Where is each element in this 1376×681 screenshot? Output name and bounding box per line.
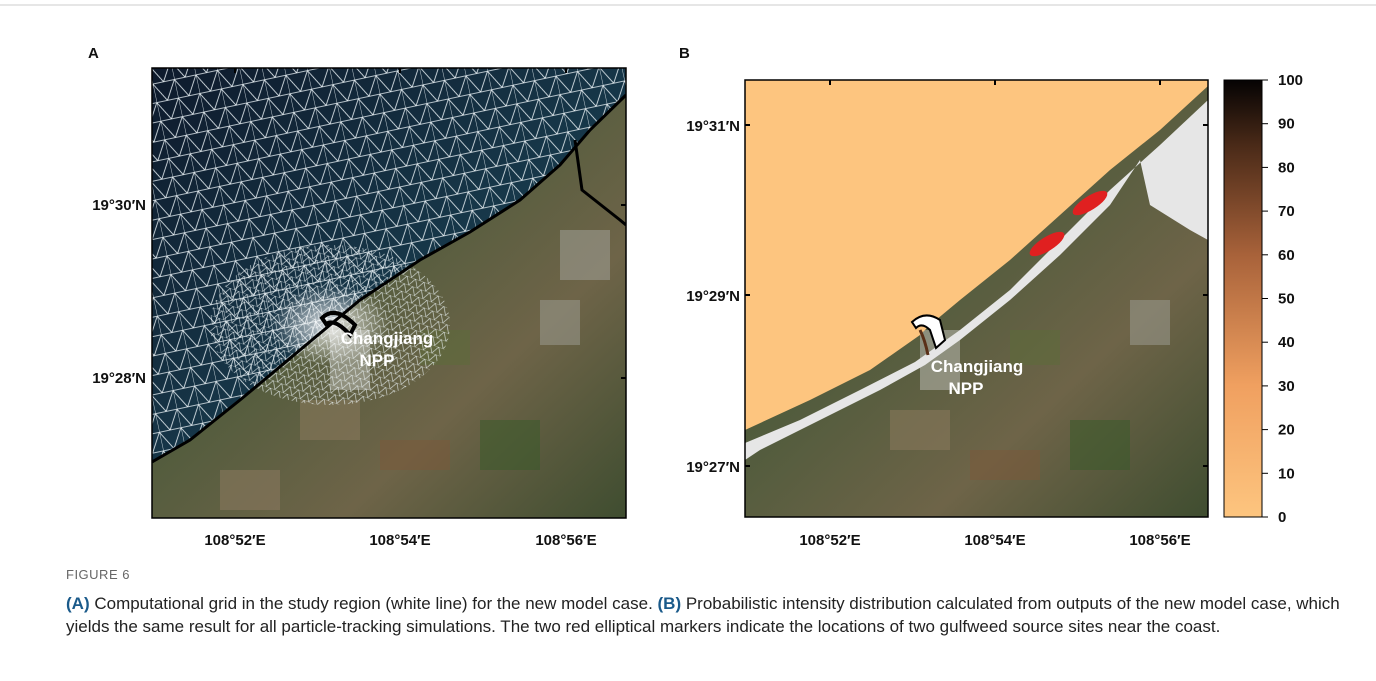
- site-label: NPP: [949, 379, 984, 398]
- panel-label: A: [88, 45, 99, 62]
- colorbar-ticks: 0 10 20 30 40 50 60 70 80 90 100: [1262, 72, 1303, 526]
- lon-label: 108°56′E: [1129, 532, 1190, 549]
- caption: FIGURE 6 (A) Computational grid in the s…: [66, 563, 1356, 638]
- lat-label: 19°31′N: [686, 118, 740, 135]
- colorbar-tick-label: 80: [1278, 159, 1295, 176]
- lon-label: 108°56′E: [535, 532, 596, 549]
- map-a: [152, 68, 626, 518]
- colorbar-tick-label: 20: [1278, 422, 1295, 439]
- colorbar: [1224, 80, 1262, 517]
- colorbar-tick-label: 50: [1278, 291, 1295, 308]
- figure: A Changjiang NPP 19°30′N 19°28′N 108°52′…: [0, 0, 1376, 560]
- site-label: Changjiang: [341, 329, 434, 348]
- figure-label: FIGURE 6: [66, 563, 1356, 586]
- colorbar-tick-label: 40: [1278, 334, 1295, 351]
- lon-label: 108°54′E: [964, 532, 1025, 549]
- colorbar-tick-label: 10: [1278, 465, 1295, 482]
- site-label: Changjiang: [931, 357, 1024, 376]
- colorbar-tick-label: 90: [1278, 116, 1295, 133]
- colorbar-tick-label: 100: [1278, 72, 1303, 89]
- lat-label: 19°27′N: [686, 459, 740, 476]
- panel-label: B: [679, 45, 690, 62]
- lat-label: 19°29′N: [686, 288, 740, 305]
- lon-label: 108°52′E: [799, 532, 860, 549]
- colorbar-tick-label: 0: [1278, 509, 1286, 526]
- caption-tag: (B): [658, 594, 682, 613]
- lat-label: 19°28′N: [92, 370, 146, 387]
- caption-tag: (A): [66, 594, 90, 613]
- colorbar-tick-label: 30: [1278, 378, 1295, 395]
- colorbar-tick-label: 60: [1278, 247, 1295, 264]
- map-b: [745, 80, 1208, 517]
- colorbar-tick-label: 70: [1278, 203, 1295, 220]
- lon-label: 108°54′E: [369, 532, 430, 549]
- lat-label: 19°30′N: [92, 197, 146, 214]
- site-label: NPP: [360, 351, 395, 370]
- caption-text: (A) Computational grid in the study regi…: [66, 592, 1356, 638]
- caption-body: Computational grid in the study region (…: [90, 594, 658, 613]
- lon-label: 108°52′E: [204, 532, 265, 549]
